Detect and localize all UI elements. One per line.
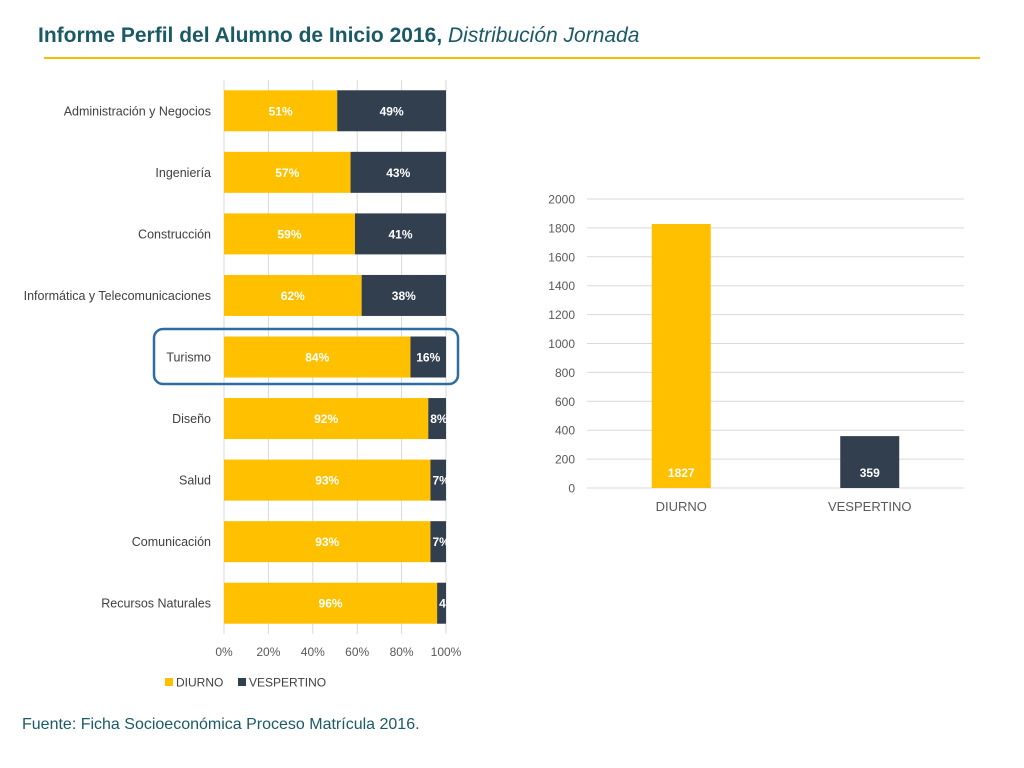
- y-tick-label: 200: [555, 453, 575, 467]
- bar-diurno-comunicacion: [224, 521, 431, 563]
- bar-diurno-recursos-naturales: [224, 582, 438, 624]
- legend-swatch-vespertino: [238, 678, 246, 686]
- page-title: Informe Perfil del Alumno de Inicio 2016…: [38, 24, 639, 48]
- data-label-diurno: 84%: [305, 351, 329, 365]
- data-label-diurno: 96%: [319, 597, 343, 611]
- data-label-vespertino: 7%: [432, 535, 450, 549]
- y-tick-label: 1200: [548, 308, 575, 322]
- x-tick-label: 20%: [256, 645, 280, 659]
- source-note: Fuente: Ficha Socioeconómica Proceso Mat…: [22, 716, 420, 733]
- column-diurno: [651, 223, 711, 488]
- bar-vespertino-ingenieria: [350, 151, 446, 193]
- bar-diurno-informatica-y-telecomunicaciones: [224, 274, 362, 316]
- data-label-vespertino: 49%: [380, 104, 404, 118]
- bar-diurno-diseno: [224, 398, 429, 440]
- y-tick-label: 800: [555, 366, 575, 380]
- y-tick-label: 1600: [548, 250, 575, 264]
- bar-vespertino-turismo: [410, 336, 446, 378]
- y-tick-label: 1400: [548, 279, 575, 293]
- data-label-diurno: 59%: [277, 227, 301, 241]
- data-label-diurno: 57%: [275, 166, 299, 180]
- legend-swatch-diurno: [165, 678, 173, 686]
- bar-vespertino-administracion-y-negocios: [337, 90, 446, 132]
- data-label-diurno: 1827: [668, 466, 695, 480]
- bar-vespertino-comunicacion: [430, 521, 446, 563]
- data-label-vespertino: 38%: [392, 289, 416, 303]
- data-label-vespertino: 7%: [432, 474, 450, 488]
- bar-diurno-salud: [224, 459, 431, 501]
- x-tick-label: 60%: [345, 645, 369, 659]
- y-tick-label: 1000: [548, 337, 575, 351]
- data-label-vespertino: 43%: [386, 166, 410, 180]
- y-tick-label: 2000: [548, 193, 575, 207]
- bar-vespertino-diseno: [428, 398, 446, 440]
- x-category-label-vespertino: VESPERTINO: [828, 499, 912, 514]
- bar-diurno-construccion: [224, 213, 355, 255]
- y-tick-label: 400: [555, 424, 575, 438]
- data-label-vespertino: 359: [860, 466, 880, 480]
- page-title-main: Informe Perfil del Alumno de Inicio 2016…: [38, 24, 448, 47]
- category-label-recursos-naturales: Recursos Naturales: [101, 597, 211, 611]
- category-label-administracion-y-negocios: Administración y Negocios: [64, 104, 211, 118]
- legend-label-diurno: DIURNO: [176, 676, 223, 690]
- bar-diurno-ingenieria: [224, 151, 351, 193]
- bar-vespertino-construccion: [354, 213, 446, 255]
- x-tick-label: 0%: [215, 645, 233, 659]
- data-label-vespertino: 8%: [430, 412, 448, 426]
- y-tick-label: 1800: [548, 221, 575, 235]
- bar-vespertino-recursos-naturales: [437, 582, 446, 624]
- data-label-diurno: 93%: [315, 535, 339, 549]
- category-label-diseno: Diseño: [172, 412, 211, 426]
- data-label-vespertino: 41%: [388, 227, 412, 241]
- data-label-vespertino: 4%: [439, 597, 457, 611]
- legend-label-vespertino: VESPERTINO: [249, 676, 326, 690]
- column-vespertino: [840, 436, 900, 488]
- title-underline: [44, 57, 980, 59]
- y-tick-label: 600: [555, 395, 575, 409]
- data-label-vespertino: 16%: [416, 351, 440, 365]
- highlight-box: [152, 327, 460, 386]
- page-title-subtitle: Distribución Jornada: [447, 24, 640, 47]
- category-label-informatica-y-telecomunicaciones: Informática y Telecomunicaciones: [24, 289, 211, 303]
- category-label-construccion: Construcción: [138, 227, 211, 241]
- data-label-diurno: 51%: [269, 104, 293, 118]
- x-tick-label: 100%: [431, 645, 462, 659]
- bar-diurno-turismo: [224, 336, 411, 378]
- data-label-diurno: 62%: [281, 289, 305, 303]
- x-tick-label: 40%: [301, 645, 325, 659]
- y-tick-label: 0: [568, 482, 575, 496]
- bar-diurno-administracion-y-negocios: [224, 90, 338, 132]
- x-category-label-diurno: DIURNO: [656, 499, 707, 514]
- x-tick-label: 80%: [390, 645, 414, 659]
- category-label-comunicacion: Comunicación: [132, 535, 211, 549]
- category-label-salud: Salud: [179, 474, 211, 488]
- data-label-diurno: 93%: [315, 474, 339, 488]
- data-label-diurno: 92%: [314, 412, 338, 426]
- category-label-ingenieria: Ingeniería: [155, 166, 211, 180]
- bar-vespertino-informatica-y-telecomunicaciones: [361, 274, 446, 316]
- bar-vespertino-salud: [430, 459, 446, 501]
- category-label-turismo: Turismo: [166, 351, 211, 365]
